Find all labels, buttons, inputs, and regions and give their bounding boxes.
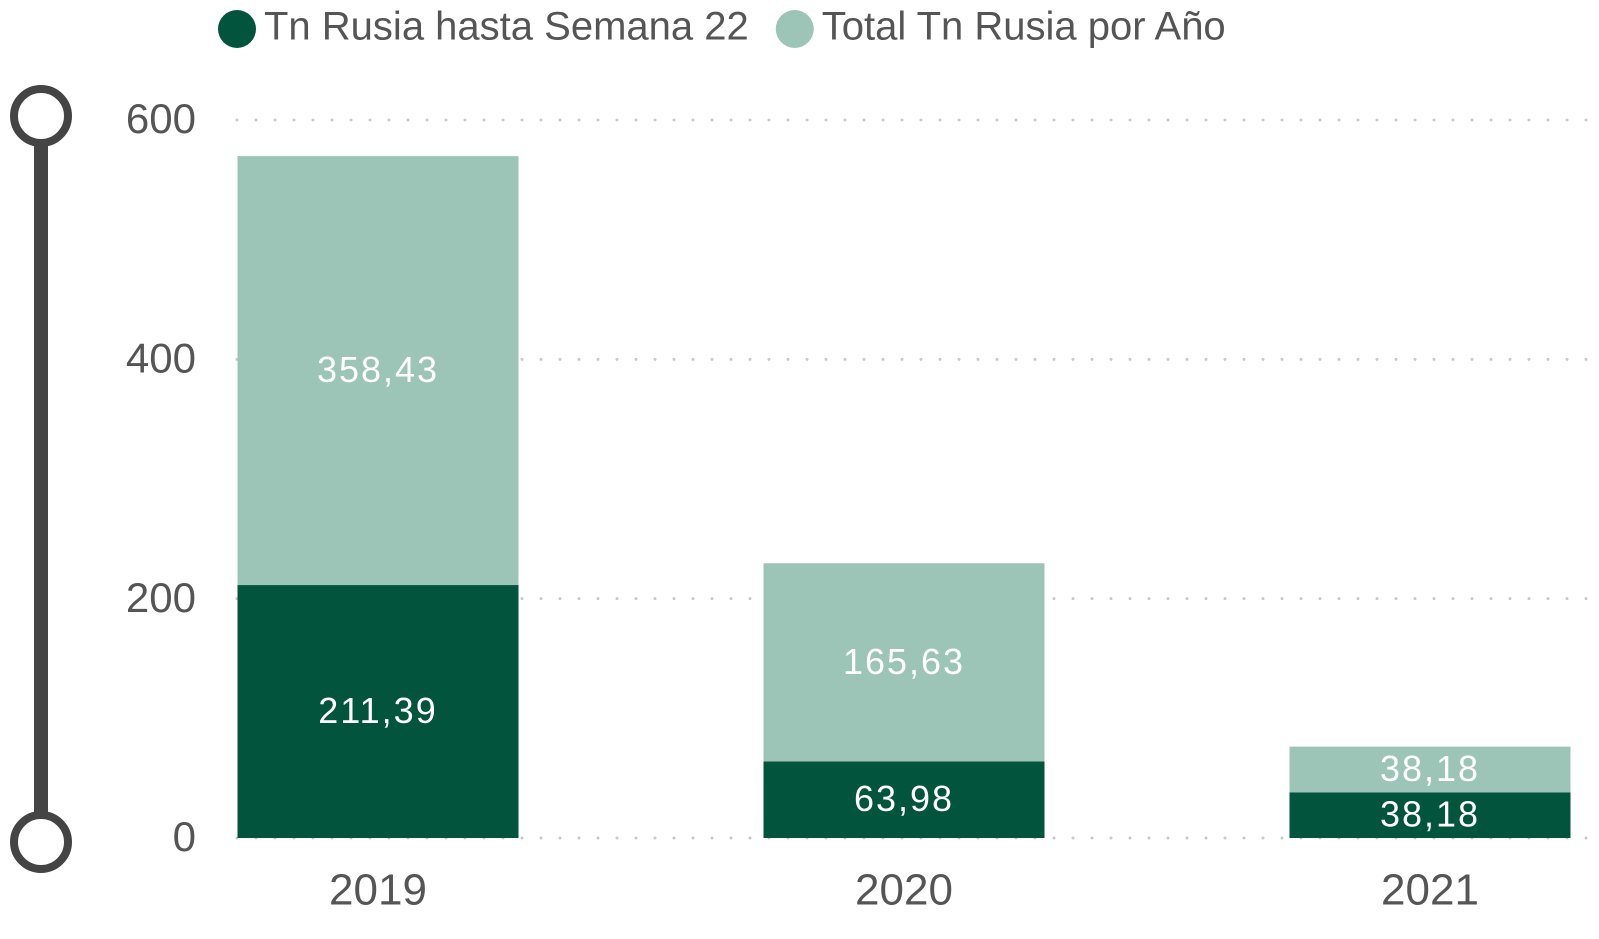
y-tick-label: 600 xyxy=(126,95,196,142)
legend-label: Total Tn Rusia por Año xyxy=(822,5,1226,49)
value-label: 38,18 xyxy=(1380,794,1480,835)
bars xyxy=(237,156,1571,838)
slider-handle-bottom[interactable] xyxy=(10,811,72,873)
value-label: 165,63 xyxy=(843,641,965,682)
x-tick-label: 2019 xyxy=(329,866,427,915)
labels: 0 200 400 600 Tn Rusia hasta Semana 22 Total … xyxy=(126,5,1480,915)
y-tick-label: 200 xyxy=(126,574,196,621)
legend-label: Tn Rusia hasta Semana 22 xyxy=(264,5,749,49)
legend-marker xyxy=(218,10,256,48)
bar-segment xyxy=(1289,746,1571,793)
bar-segment xyxy=(237,156,519,586)
x-tick-label: 2021 xyxy=(1381,866,1479,915)
bar-segment xyxy=(763,563,1045,762)
value-label: 38,18 xyxy=(1380,748,1480,789)
legend-marker xyxy=(775,10,814,48)
y-tick-label: 400 xyxy=(126,334,196,381)
slider-handle-top[interactable] xyxy=(10,85,72,147)
value-label: 63,98 xyxy=(854,778,954,819)
bar-segment xyxy=(763,761,1045,838)
y-tick-label: 0 xyxy=(173,813,196,860)
bar-segment xyxy=(1289,792,1571,838)
bar-segment xyxy=(237,585,519,838)
zoom-slider[interactable] xyxy=(10,85,72,873)
x-tick-label: 2020 xyxy=(855,866,953,915)
value-label: 211,39 xyxy=(318,690,437,731)
value-label: 358,43 xyxy=(317,349,439,390)
